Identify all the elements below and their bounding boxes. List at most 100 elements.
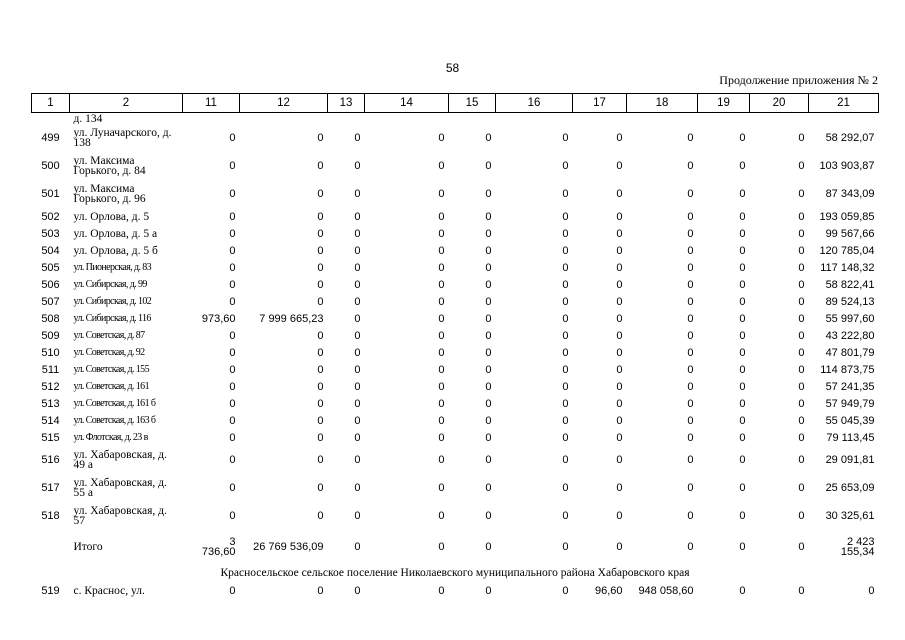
value-cell: 0 [616, 541, 623, 553]
value-cell: 0 [616, 380, 623, 393]
value-cell: 0 [687, 244, 694, 257]
value-cell: 0 [317, 244, 324, 257]
value-cell: 0 [616, 188, 623, 200]
value-cell: 948 058,60 [638, 584, 694, 597]
value-cell: 0 [354, 431, 361, 444]
value-cell: 0 [687, 454, 694, 466]
value-cell: 0 [438, 227, 445, 240]
address-cell: ул. Хабаровская, д. 55 а [73, 477, 167, 499]
value-cell: 114 873,75 [820, 363, 875, 376]
value-cell: 0 [739, 278, 746, 291]
value-cell: 0 [798, 329, 805, 342]
fragment-row: д. 134 [32, 112, 879, 124]
value-cell: 0 [687, 482, 694, 494]
address-cell: ул. Луначарского, д. 138 [73, 127, 172, 149]
value-cell: 0 [687, 261, 694, 274]
value-cell: 0 [229, 261, 236, 274]
value-cell: 0 [798, 584, 805, 597]
value-cell: 0 [485, 380, 492, 393]
value-cell: 25 653,09 [825, 482, 875, 494]
value-cell: 0 [317, 482, 324, 494]
header-row: 1 2 11 12 13 14 15 16 17 18 19 20 21 [31, 93, 879, 113]
value-cell: 57 241,35 [825, 380, 875, 393]
section-title: Красносельское сельское поселение Никола… [220, 567, 690, 579]
value-cell: 0 [798, 295, 805, 308]
value-cell: 973,60 [201, 312, 236, 325]
table-row: 507 ул. Сибирская, д. 102 0 0 0 0 0 0 0 0 0 0 89 524… [32, 293, 879, 310]
col-header: 19 [697, 93, 750, 113]
value-cell: 0 [229, 295, 236, 308]
total-label: Итого [73, 541, 103, 553]
value-cell: 0 [229, 346, 236, 359]
value-cell: 0 [229, 244, 236, 257]
value-cell: 0 [317, 414, 324, 427]
row-number: 514 [41, 414, 60, 427]
value-cell: 0 [354, 454, 361, 466]
value-cell: 0 [229, 397, 236, 410]
value-cell: 0 [562, 329, 569, 342]
value-cell: 0 [739, 397, 746, 410]
value-cell: 0 [616, 132, 623, 144]
value-cell: 0 [687, 278, 694, 291]
value-cell: 0 [229, 510, 236, 522]
value-cell: 0 [485, 244, 492, 257]
value-cell: 0 [687, 346, 694, 359]
table-row: 519 с. Краснос, ул. 0 0 0 0 0 0 96,60 948 058,60 0… [32, 582, 879, 599]
value-cell: 0 [798, 244, 805, 257]
value-cell: 0 [562, 261, 569, 274]
value-cell: 0 [739, 482, 746, 494]
value-cell: 0 [739, 346, 746, 359]
row-number: 501 [41, 188, 60, 200]
value-cell: 0 [616, 312, 623, 325]
value-cell: 0 [798, 380, 805, 393]
value-cell: 0 [229, 188, 236, 200]
value-cell: 0 [739, 295, 746, 308]
table-row: 511 ул. Советская, д. 155 0 0 0 0 0 0 0 0 0 0 114 87… [32, 361, 879, 378]
value-cell: 0 [485, 210, 492, 223]
value-cell: 0 [562, 380, 569, 393]
value-cell: 0 [485, 329, 492, 342]
table-row: 512 ул. Советская, д. 161 0 0 0 0 0 0 0 0 0 0 57 241… [32, 378, 879, 395]
value-cell: 0 [354, 380, 361, 393]
value-cell: 0 [616, 482, 623, 494]
col-header: 20 [749, 93, 809, 113]
value-cell: 0 [616, 397, 623, 410]
address-cell: д. 134 [73, 112, 103, 124]
value-cell: 0 [354, 541, 361, 553]
row-number: 512 [41, 380, 60, 393]
value-cell: 0 [616, 278, 623, 291]
address-cell: ул. Сибирская, д. 99 [73, 278, 148, 290]
value-cell: 0 [739, 510, 746, 522]
col-header: 11 [182, 93, 240, 113]
total-col21: 2 423 155,34 [809, 530, 879, 564]
value-cell: 0 [798, 210, 805, 223]
value-cell: 0 [229, 454, 236, 466]
value-cell: 0 [798, 261, 805, 274]
table-row: 500 ул. Максима Горького, д. 84 0 0 0 0 0 0 0 0 0 0… [32, 152, 879, 180]
value-cell: 0 [229, 278, 236, 291]
address-cell: ул. Максима Горького, д. 96 [73, 183, 146, 205]
row-number: 513 [41, 397, 60, 410]
value-cell: 0 [562, 482, 569, 494]
value-cell: 0 [229, 380, 236, 393]
value-cell: 0 [317, 329, 324, 342]
value-cell: 0 [739, 414, 746, 427]
total-col11-bottom: 736,60 [201, 546, 236, 558]
table-row: 501 ул. Максима Горького, д. 96 0 0 0 0 0 0 0 0 0 0… [32, 180, 879, 208]
value-cell: 0 [485, 346, 492, 359]
value-cell: 0 [317, 261, 324, 274]
value-cell: 0 [739, 431, 746, 444]
table-row: 510 ул. Советская, д. 92 0 0 0 0 0 0 0 0 0 0 47 801,… [32, 344, 879, 361]
table-row: 517 ул. Хабаровская, д. 55 а 0 0 0 0 0 0 0 0 0 0 25 … [32, 474, 879, 502]
value-cell: 0 [354, 510, 361, 522]
value-cell: 0 [687, 329, 694, 342]
table-row: 513 ул. Советская, д. 161 б 0 0 0 0 0 0 0 0 0 0 57 9… [32, 395, 879, 412]
value-cell: 57 949,79 [825, 397, 875, 410]
value-cell: 0 [616, 346, 623, 359]
value-cell: 0 [868, 584, 875, 597]
value-cell: 0 [317, 160, 324, 172]
row-number: 519 [41, 584, 60, 597]
row-number: 511 [41, 363, 60, 376]
value-cell: 0 [739, 454, 746, 466]
value-cell: 0 [485, 278, 492, 291]
